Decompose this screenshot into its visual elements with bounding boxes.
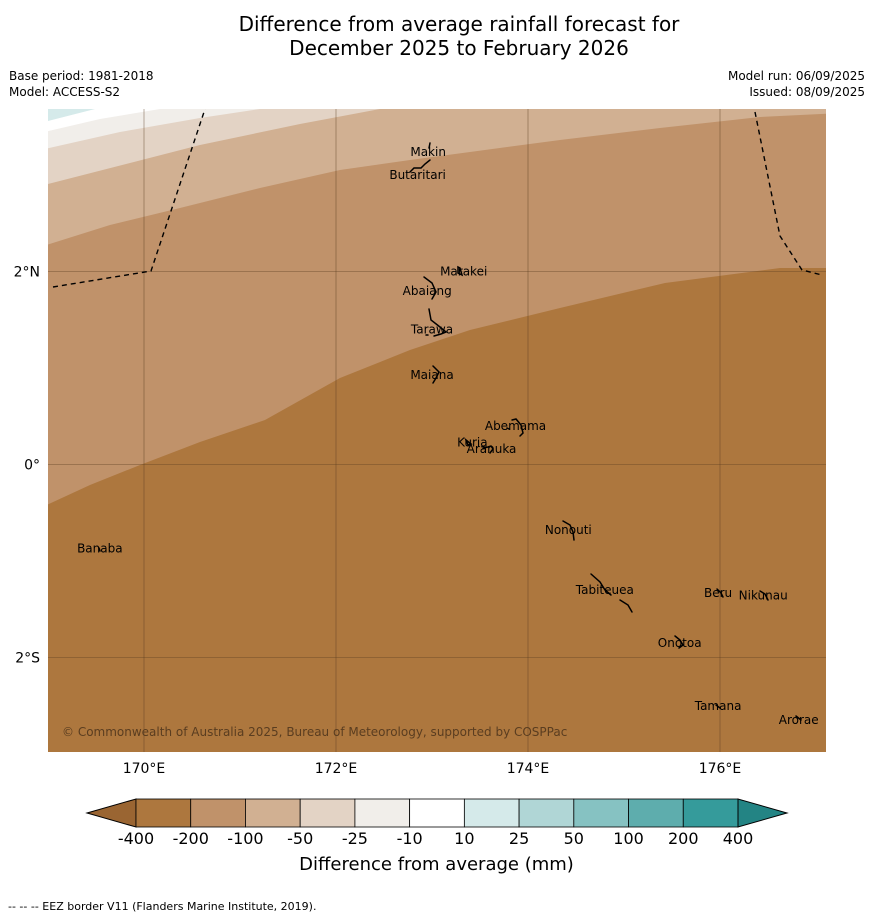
- colorbar-cell: [135, 798, 192, 828]
- island-outline-tabiteuea-north: [590, 573, 612, 596]
- island-label-butaritari: Butaritari: [389, 168, 446, 182]
- island-label-arorae: Arorae: [779, 713, 819, 727]
- colorbar-tick-label: -50: [287, 829, 313, 848]
- eez-border-east: [754, 111, 823, 276]
- graticule: [48, 109, 826, 752]
- colorbar-cell: [409, 798, 465, 828]
- colorbar-under-triangle: [85, 798, 137, 828]
- island-outline-abemama-islet: [506, 427, 510, 430]
- island-outline-tarawa: [428, 308, 448, 337]
- island-outline-aranuka: [482, 445, 494, 454]
- colorbar-cells: [135, 798, 739, 828]
- island-outline-nikunau: [759, 590, 769, 601]
- colorbar-tick-label: 400: [723, 829, 754, 848]
- lon-tick-label: 170°E: [123, 761, 166, 777]
- colorbar-over-triangle: [737, 798, 789, 828]
- rainfall-map: Makin Butaritari Marakei Abaiang Tarawa Maian…: [14, 109, 826, 848]
- axis-labels: 170°E 172°E 174°E 176°E 2°N 0° 2°S: [14, 265, 742, 778]
- island-outline-maiana: [432, 365, 440, 384]
- colorbar-tick-label: -200: [173, 829, 209, 848]
- title-line-1: Difference from average rainfall forecas…: [238, 12, 680, 36]
- colorbar-tick-label: 200: [668, 829, 699, 848]
- meta-right: Model run: 06/09/2025 Issued: 08/09/2025: [728, 68, 865, 100]
- colorbar-cell: [628, 798, 684, 828]
- colorbar-tick-label: 10: [454, 829, 474, 848]
- island-label-tamana: Tamana: [694, 699, 742, 713]
- island-outlines: [98, 142, 802, 721]
- island-outline-tabiteuea-south: [619, 599, 633, 613]
- chart-title: Difference from average rainfall forecas…: [0, 12, 873, 60]
- colorbar-cell: [299, 798, 356, 828]
- island-label-maiana: Maiana: [410, 368, 453, 382]
- rainfall-anomaly-bands: Makin Butaritari Marakei Abaiang Tarawa Maian…: [48, 109, 826, 752]
- island-outline-makin: [428, 142, 431, 149]
- island-outline-beru: [716, 588, 724, 598]
- island-label-nonouti: Nonouti: [545, 523, 592, 537]
- island-label-tarawa: Tarawa: [410, 322, 453, 336]
- island-label-beru: Beru: [704, 586, 732, 600]
- colorbar-tick-labels: -400 -200 -100 -50 -25 -10 10 25 50 100 200 400: [118, 829, 753, 848]
- colorbar-cell: [245, 798, 301, 828]
- colorbar-cell: [518, 798, 575, 828]
- copyright-notice: © Commonwealth of Australia 2025, Bureau…: [62, 725, 567, 739]
- lon-tick-label: 172°E: [315, 761, 358, 777]
- colorbar-cell: [190, 798, 246, 828]
- island-label-abemama: Abemama: [485, 419, 546, 433]
- colorbar-tick-label: 50: [564, 829, 584, 848]
- eez-borders: [52, 109, 823, 288]
- colorbar-tick-label: -25: [342, 829, 368, 848]
- island-label-banaba: Banaba: [77, 541, 123, 555]
- island-outline-marakei: [457, 265, 464, 277]
- eez-border-west: [52, 109, 206, 288]
- island-outline-banaba: [98, 547, 101, 552]
- title-line-2: December 2025 to February 2026: [289, 36, 629, 60]
- island-label-onotoa: Onotoa: [658, 636, 702, 650]
- model-name: Model: ACCESS-S2: [9, 85, 121, 99]
- colorbar-tick-label: -400: [118, 829, 154, 848]
- island-outline-arorae: [795, 715, 802, 721]
- island-label-abaiang: Abaiang: [403, 284, 452, 298]
- colorbar-tick-label: -100: [227, 829, 263, 848]
- lat-tick-label: 2°S: [15, 651, 40, 667]
- lon-tick-label: 176°E: [699, 761, 742, 777]
- island-outline-kuria: [464, 437, 473, 446]
- island-label-marakei: Marakei: [440, 265, 487, 279]
- colorbar-tick-label: 25: [509, 829, 529, 848]
- lon-tick-label: 174°E: [507, 761, 550, 777]
- colorbar-cell: [573, 798, 629, 828]
- island-label-nikunau: Nikunau: [739, 589, 788, 603]
- island-outline-abaiang: [423, 276, 437, 300]
- lat-tick-label: 2°N: [14, 265, 40, 281]
- colorbar-tick-label: -10: [397, 829, 423, 848]
- island-label-makin: Makin: [410, 145, 446, 159]
- colorbar-title: Difference from average (mm): [299, 854, 574, 875]
- island-outline-abemama: [511, 418, 524, 437]
- island-outline-tamana: [715, 704, 721, 709]
- base-period: Base period: 1981-2018: [9, 69, 154, 83]
- band-near-average: [48, 109, 160, 132]
- island-label-kuria: Kuria: [457, 435, 488, 449]
- colorbar-cell: [463, 798, 520, 828]
- band-10-25: [48, 109, 95, 121]
- island-outline-nonouti: [562, 520, 575, 541]
- island-label-aranuka: Aranuka: [467, 442, 517, 456]
- eez-source-note: -- -- -- EEZ border V11 (Flanders Marine…: [8, 900, 317, 913]
- island-labels: Makin Butaritari Marakei Abaiang Tarawa Maian…: [77, 145, 819, 727]
- island-label-tabiteuea: Tabiteuea: [575, 583, 634, 597]
- island-outline-butaritari: [409, 159, 431, 173]
- band-200-100: [48, 109, 826, 505]
- meta-left: Base period: 1981-2018 Model: ACCESS-S2: [9, 68, 154, 100]
- colorbar-tick-label: 100: [613, 829, 644, 848]
- issued-date: Issued: 08/09/2025: [749, 85, 865, 99]
- colorbar: -400 -200 -100 -50 -25 -10 10 25 50 100 200 400: [85, 798, 789, 848]
- lat-tick-label: 0°: [24, 458, 40, 474]
- colorbar-cell: [682, 798, 739, 828]
- island-outline-onotoa: [674, 635, 684, 649]
- colorbar-cell: [354, 798, 411, 828]
- model-run: Model run: 06/09/2025: [727, 69, 865, 83]
- band-100-50: [48, 109, 826, 245]
